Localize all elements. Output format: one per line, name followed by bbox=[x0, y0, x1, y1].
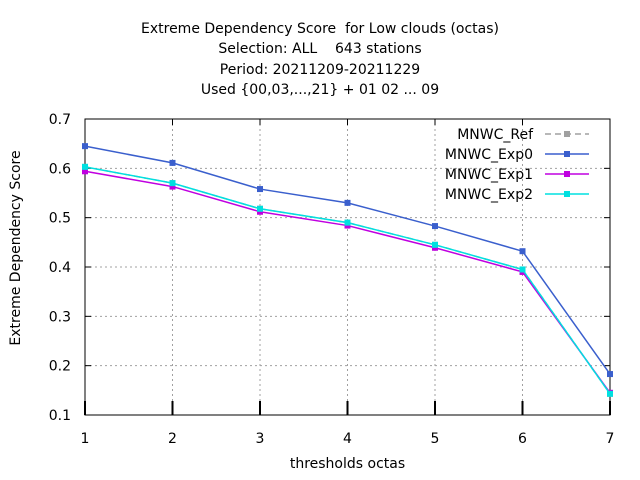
data-point bbox=[257, 205, 263, 212]
data-point bbox=[519, 266, 526, 273]
data-point bbox=[344, 199, 351, 206]
data-point bbox=[607, 371, 613, 378]
data-point bbox=[519, 248, 526, 255]
y-tick-label: 0.7 bbox=[49, 112, 71, 128]
data-point bbox=[82, 163, 88, 170]
y-tick-label: 0.4 bbox=[49, 260, 71, 276]
plot-frame bbox=[84, 118, 611, 416]
chart-title-line-2: Selection: ALL 643 stations bbox=[218, 41, 422, 57]
y-tick-label: 0.1 bbox=[49, 408, 71, 424]
y-tick-label: 0.3 bbox=[49, 309, 71, 325]
x-tick-label: 3 bbox=[256, 431, 265, 447]
legend-label: MNWC_Exp0 bbox=[445, 147, 533, 163]
legend-swatch-marker bbox=[564, 131, 570, 137]
legend-label: MNWC_Exp2 bbox=[445, 187, 533, 203]
data-point bbox=[82, 168, 88, 175]
legend-swatch-marker bbox=[564, 171, 570, 177]
data-point bbox=[607, 390, 613, 397]
legend-swatch-marker bbox=[564, 151, 570, 157]
chart-title-line-4: Used {00,03,...,21} + 01 02 ... 09 bbox=[200, 82, 440, 98]
legend-label: MNWC_Exp1 bbox=[445, 167, 533, 183]
x-tick-label: 6 bbox=[518, 431, 527, 447]
x-axis-label: thresholds octas bbox=[289, 456, 406, 472]
legend-swatch-marker bbox=[564, 191, 570, 197]
data-point bbox=[432, 241, 438, 248]
x-tick-label: 5 bbox=[431, 431, 440, 447]
series-layer bbox=[82, 143, 613, 397]
x-tick-label: 4 bbox=[343, 431, 352, 447]
data-point bbox=[82, 143, 88, 150]
y-tick-label: 0.6 bbox=[49, 161, 71, 177]
x-tick-label: 1 bbox=[81, 431, 90, 447]
y-tick-label: 0.2 bbox=[49, 359, 71, 375]
x-tick-label: 7 bbox=[606, 431, 615, 447]
chart-title-line-1: Extreme Dependency Score for Low clouds … bbox=[141, 21, 499, 37]
x-tick-label: 2 bbox=[168, 431, 177, 447]
data-point bbox=[432, 223, 438, 230]
data-point bbox=[169, 180, 176, 187]
legend-label: MNWC_Ref bbox=[457, 127, 534, 143]
y-tick-label: 0.5 bbox=[49, 211, 71, 227]
data-point bbox=[169, 183, 176, 190]
data-point bbox=[257, 186, 263, 193]
data-point bbox=[344, 219, 351, 226]
data-point bbox=[169, 159, 176, 166]
legend: MNWC_Ref MNWC_Exp0 MNWC_Exp1 MNWC_Exp2 bbox=[445, 127, 589, 203]
grid-lines bbox=[85, 119, 610, 415]
chart-title-line-3: Period: 20211209-20211229 bbox=[219, 62, 421, 78]
